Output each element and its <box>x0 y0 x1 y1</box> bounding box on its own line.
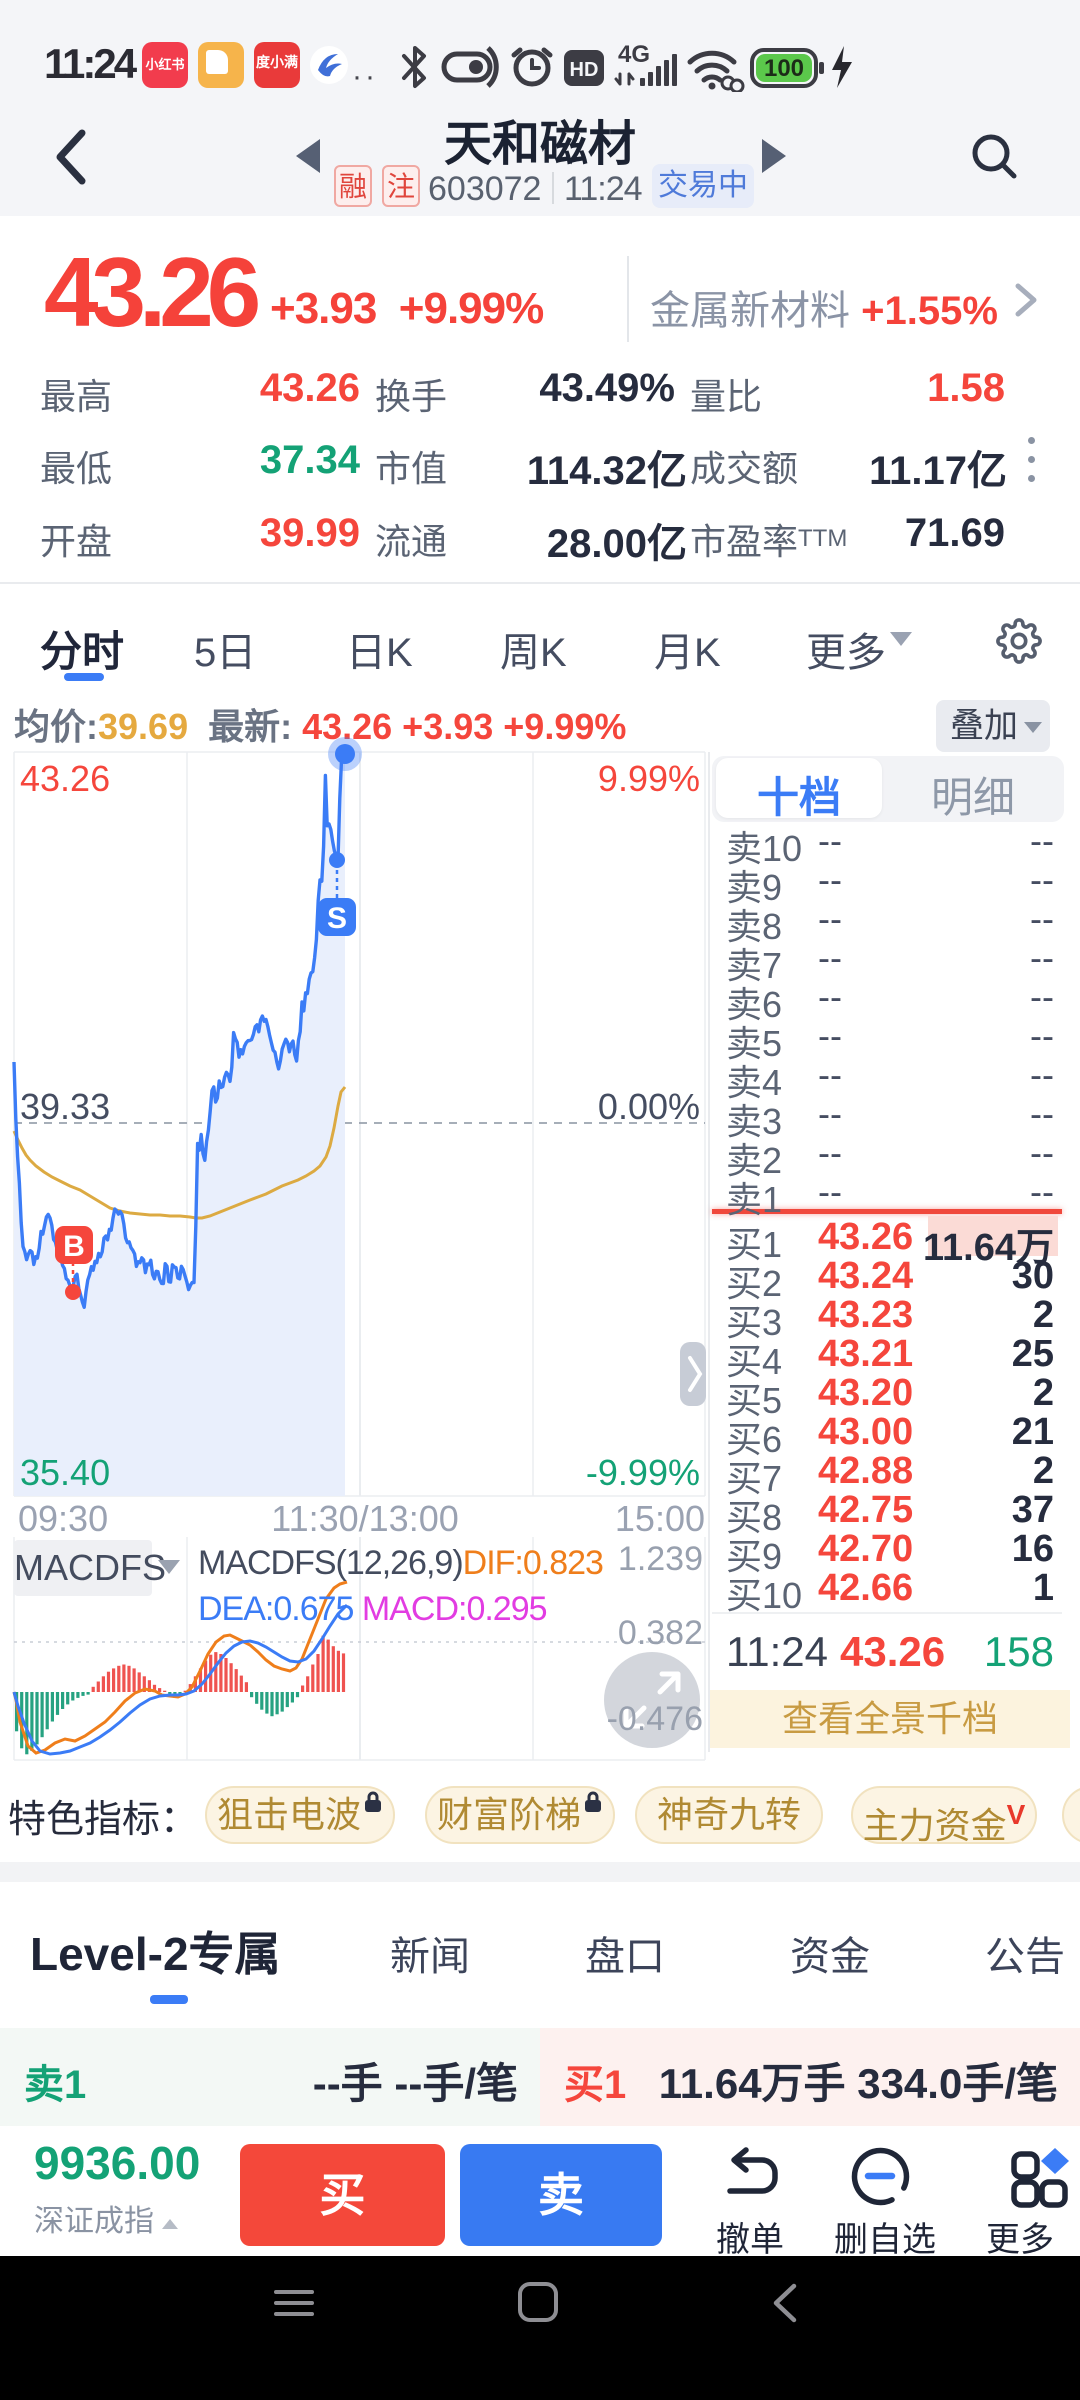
svg-text:4G: 4G <box>618 41 650 68</box>
svg-text:HD: HD <box>570 59 599 81</box>
svg-text:100: 100 <box>764 55 804 82</box>
svg-text:B: B <box>63 1230 85 1263</box>
svg-text:S: S <box>327 902 347 935</box>
